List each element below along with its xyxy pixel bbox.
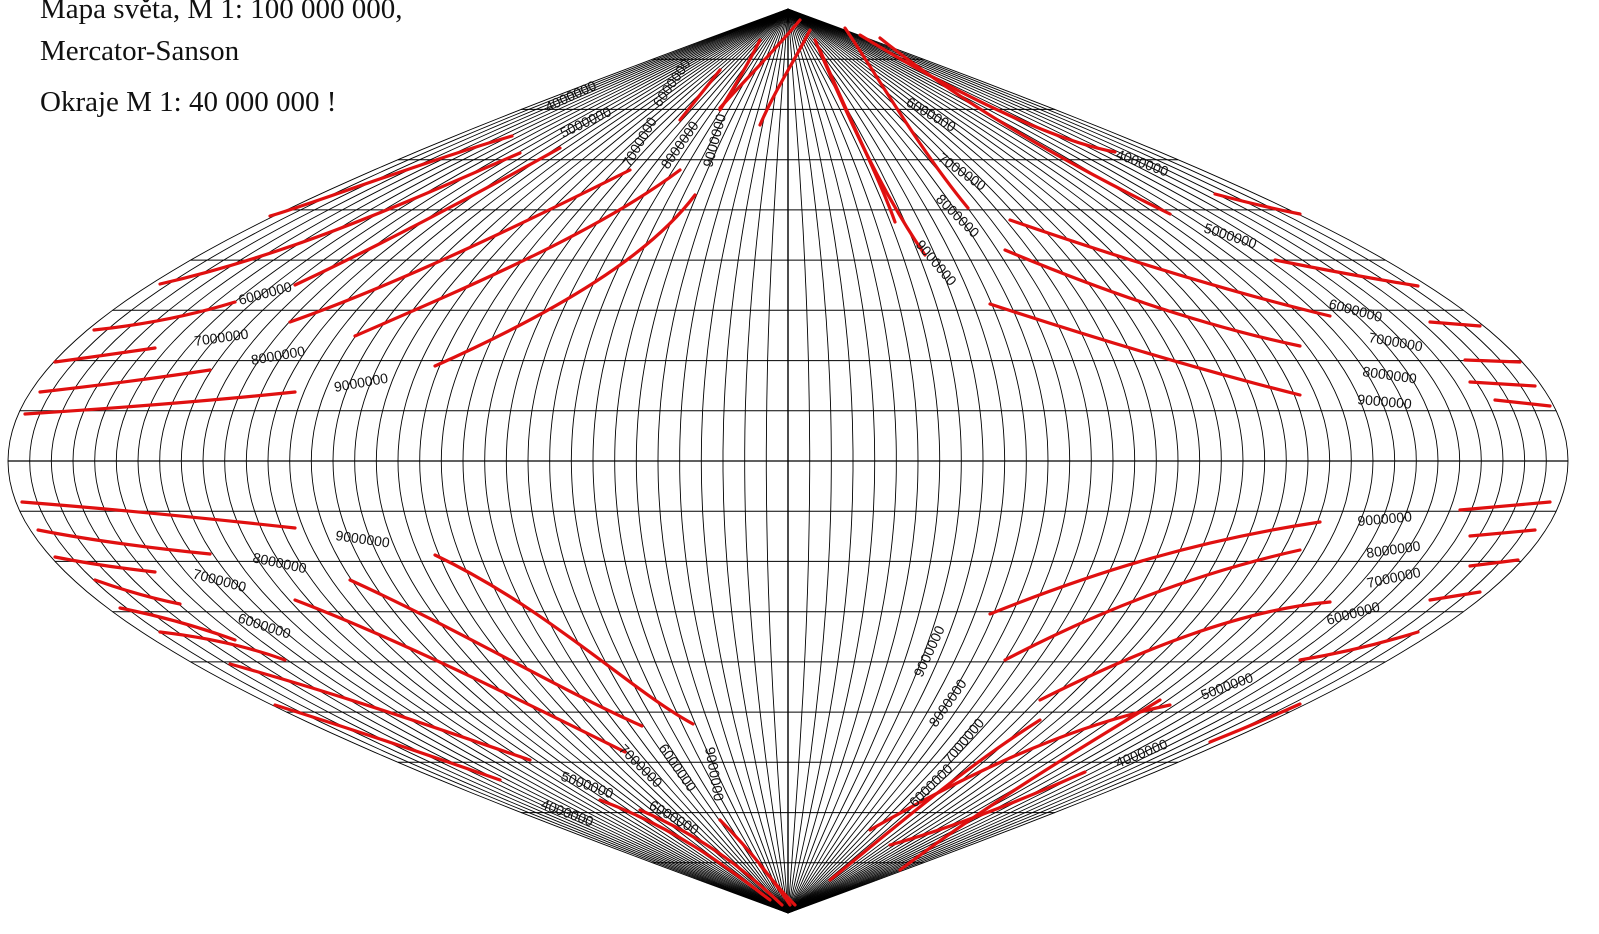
isoline — [598, 798, 772, 902]
isoline — [758, 28, 812, 127]
isoline — [888, 770, 1087, 847]
isoline — [353, 168, 682, 338]
isoline — [678, 68, 722, 122]
isoline — [118, 606, 237, 642]
isoline — [718, 818, 792, 907]
isoline — [433, 553, 695, 726]
isoline — [718, 38, 762, 112]
isoline-label: 9000000 — [335, 527, 391, 550]
isoline — [20, 500, 297, 530]
isoline — [758, 863, 797, 907]
isoline-label: 9000000 — [1357, 508, 1413, 529]
isoline — [858, 33, 1117, 154]
isoline — [92, 300, 237, 332]
isoline-label: 4000000 — [1114, 146, 1171, 180]
isoline-label: 9000000 — [702, 746, 727, 803]
isoline — [1468, 380, 1537, 388]
isoline — [988, 520, 1322, 616]
isoline — [293, 598, 627, 754]
isoline — [1493, 398, 1552, 408]
isoline — [293, 146, 562, 287]
isoline-label: 8000000 — [250, 343, 307, 368]
isoline — [1003, 248, 1302, 348]
isoline-label: 8000000 — [657, 118, 701, 172]
isoline — [843, 26, 970, 210]
isoline-label: 4000000 — [539, 796, 596, 830]
isoline — [1463, 358, 1522, 364]
isoline-label: 5000000 — [1199, 669, 1256, 703]
isoline — [38, 368, 212, 394]
isoline-label: 7000000 — [191, 565, 248, 595]
isoline-label: 8000000 — [925, 676, 969, 730]
isoline — [1468, 528, 1537, 538]
edge-scale-note: Okraje M 1: 40 000 000 ! — [40, 86, 337, 118]
projection-name: Mercator-Sanson — [40, 35, 240, 67]
isoline-label: 8000000 — [1365, 538, 1421, 561]
isoline-label: 6000000 — [237, 278, 294, 308]
graticule — [7, 8, 1569, 914]
isoline — [348, 578, 644, 728]
isoline — [638, 808, 784, 907]
isoline — [23, 390, 297, 416]
isoline — [828, 718, 1042, 882]
isoline — [1038, 600, 1332, 702]
isoline-label: 8000000 — [1362, 363, 1418, 386]
isoline-label: 9000000 — [913, 237, 960, 289]
isoline — [273, 703, 502, 782]
isoline — [988, 302, 1302, 397]
isoline — [1003, 548, 1302, 662]
isoline-label: 7000000 — [619, 114, 660, 169]
isoline — [288, 168, 632, 324]
isoline — [1468, 558, 1520, 568]
isoline-label: 8000000 — [251, 549, 308, 576]
isoline — [813, 38, 927, 257]
isoline — [53, 555, 157, 574]
isoline — [93, 578, 182, 606]
isoline — [878, 36, 1172, 216]
isoline — [268, 134, 514, 218]
isoline — [53, 346, 157, 364]
isoline — [898, 698, 1162, 872]
isoline-label: 9000000 — [333, 370, 390, 395]
isoline-label: 9000000 — [699, 112, 729, 169]
isoline — [158, 630, 287, 662]
isoline — [1213, 192, 1302, 216]
isoline — [1208, 702, 1302, 744]
isoline — [1428, 320, 1482, 328]
isoline — [1273, 258, 1420, 288]
isoline — [228, 662, 532, 762]
isoline — [868, 703, 1172, 832]
isoline-label: 5000000 — [559, 768, 616, 802]
isoline — [1008, 218, 1332, 318]
distortion-isolines — [20, 18, 1552, 907]
isoline-label: 7000000 — [935, 149, 989, 193]
isoline-labels: 4000000500000060000007000000800000090000… — [191, 56, 1424, 838]
map-title: Mapa světa, M 1: 100 000 000, — [40, 0, 403, 25]
isoline — [1428, 590, 1482, 602]
isoline-label: 7000000 — [193, 326, 249, 349]
isoline — [1458, 500, 1552, 512]
isoline — [158, 151, 522, 286]
isoline-label: 9000000 — [1357, 391, 1413, 412]
isoline — [433, 193, 697, 368]
isoline — [1298, 630, 1420, 662]
isoline — [36, 528, 212, 556]
isoline-label: 7000000 — [1367, 329, 1424, 354]
